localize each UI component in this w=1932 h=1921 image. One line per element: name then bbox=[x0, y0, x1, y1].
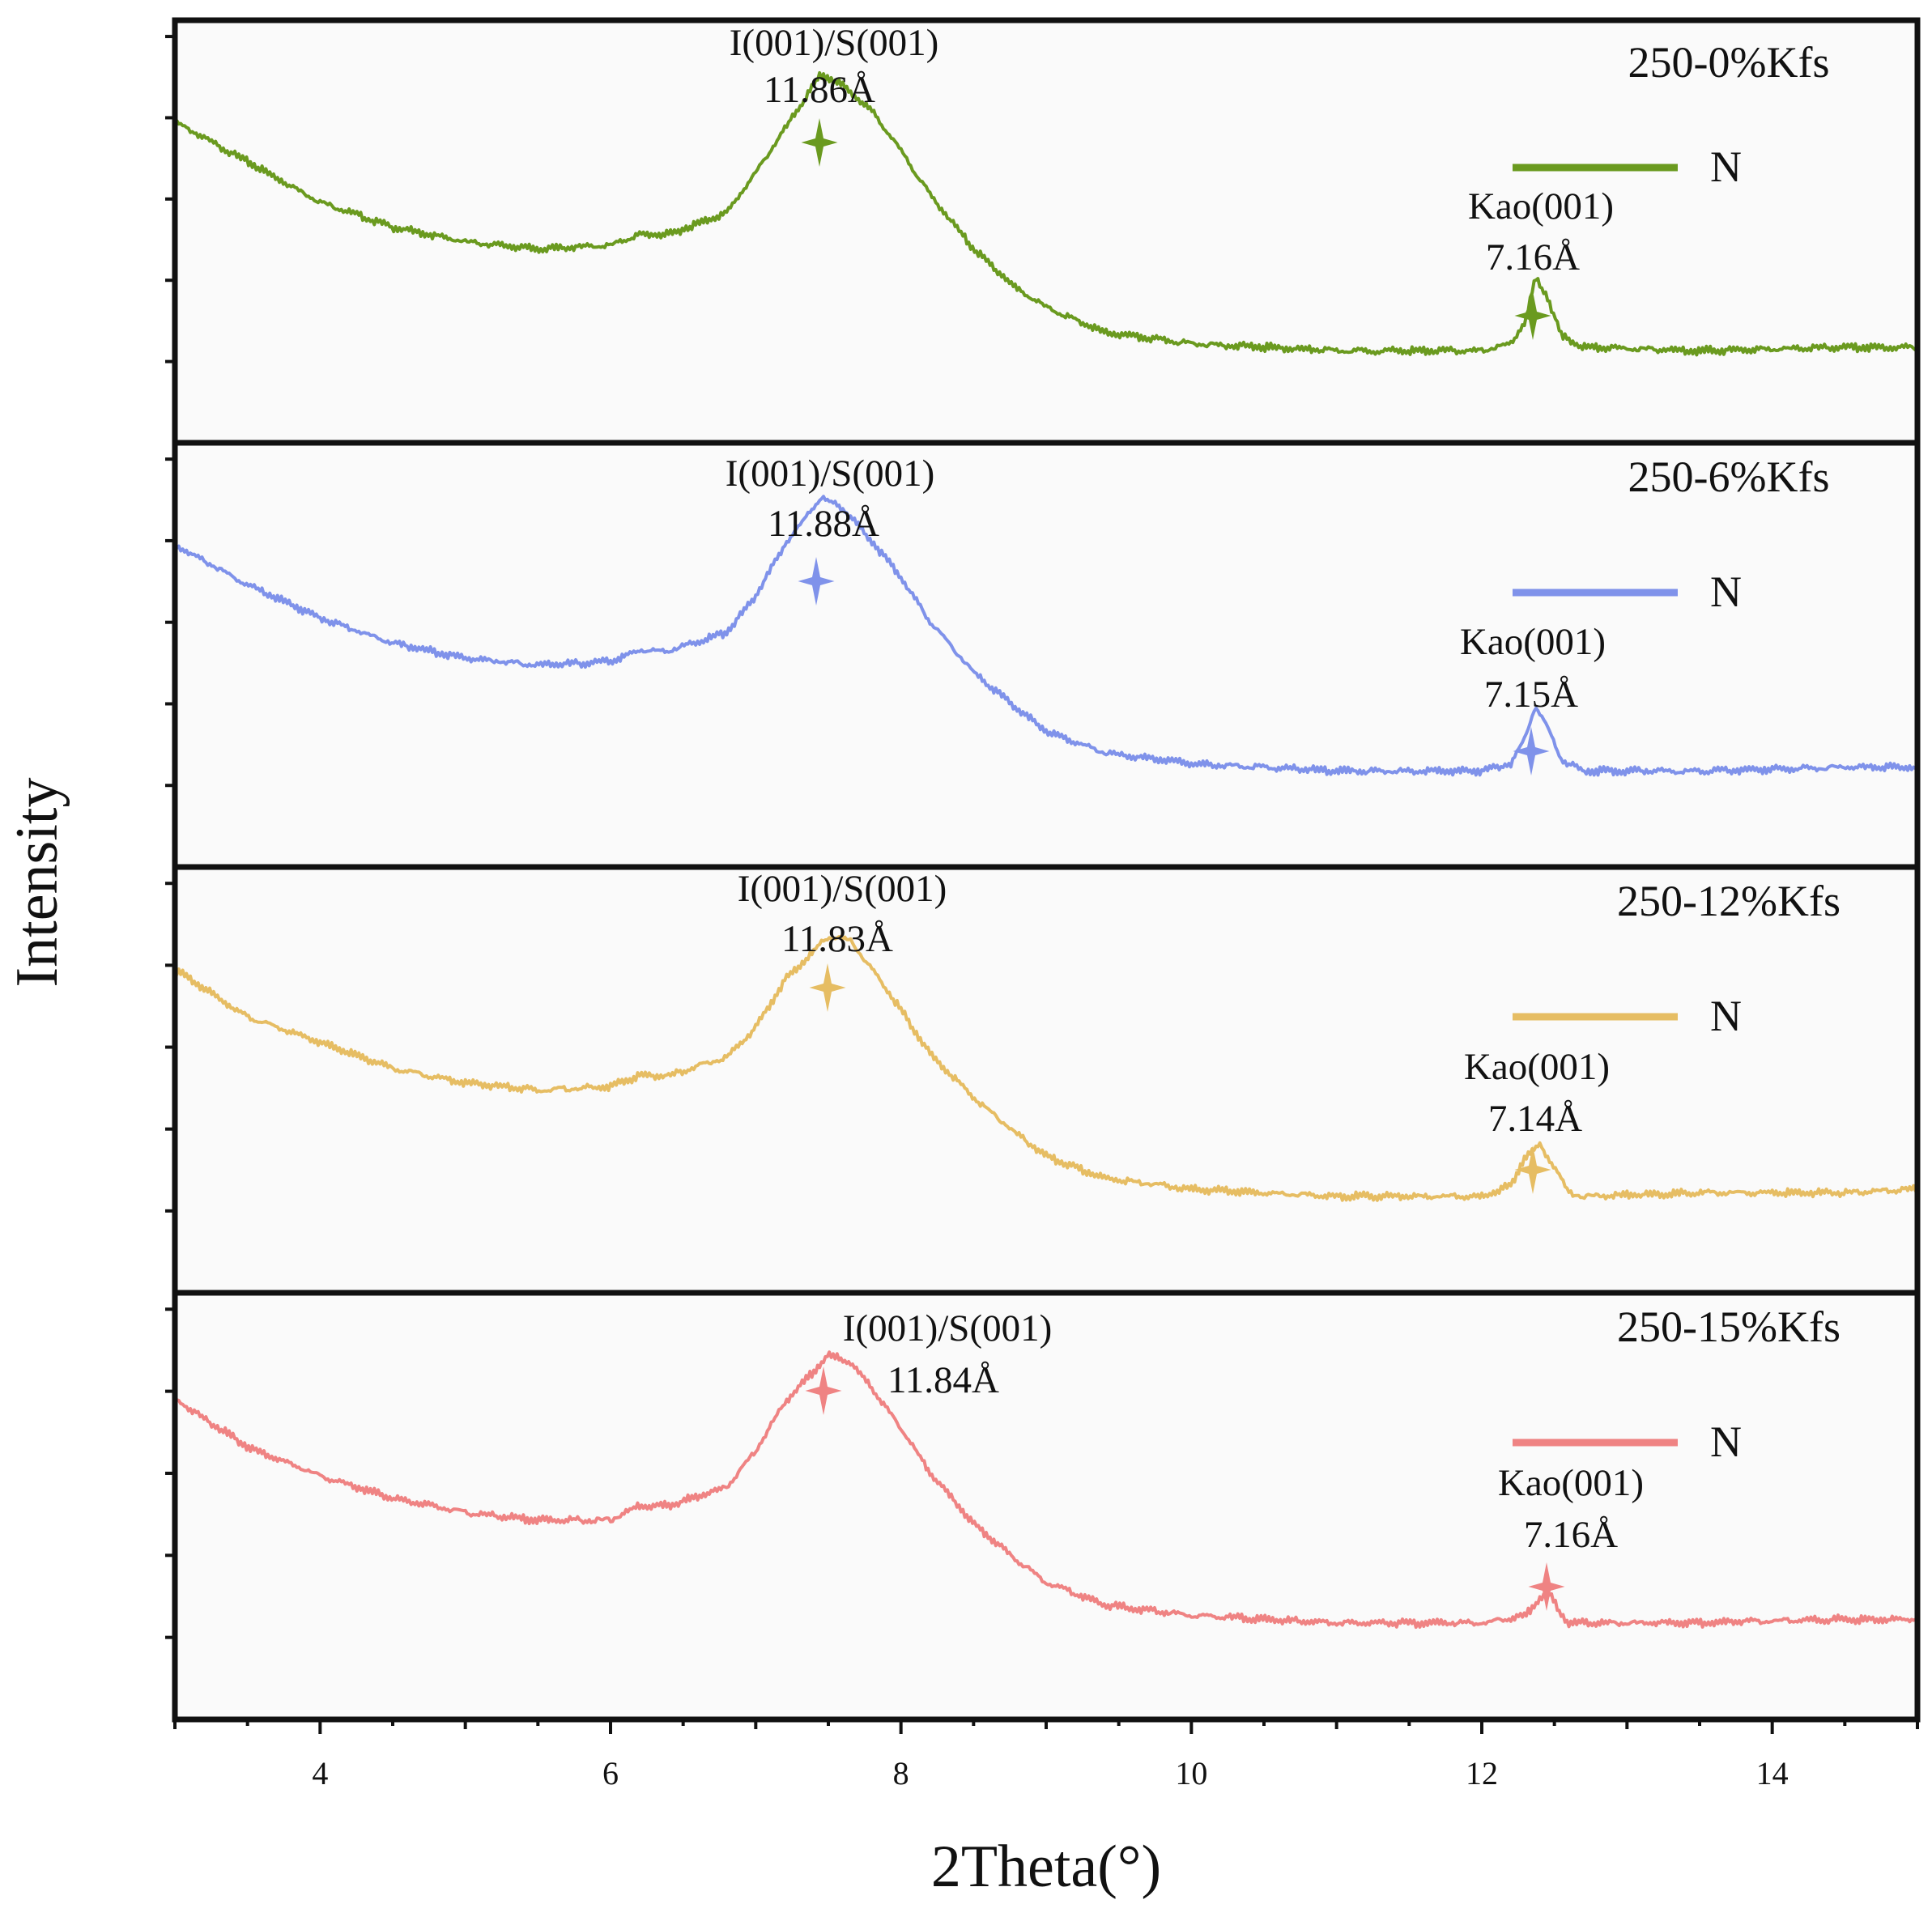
x-tick-label: 14 bbox=[1756, 1755, 1789, 1791]
legend-label: N bbox=[1710, 1417, 1742, 1466]
panel-background bbox=[175, 1293, 1917, 1719]
panel-title: 250-12%Kfs bbox=[1617, 877, 1841, 925]
x-tick-label: 4 bbox=[312, 1755, 328, 1791]
x-tick-label: 12 bbox=[1466, 1755, 1498, 1791]
peak-label: I(001)/S(001) bbox=[738, 868, 947, 910]
peak-star-marker bbox=[1528, 1562, 1565, 1611]
peak-star-marker bbox=[1513, 727, 1550, 776]
peak-d-spacing: 7.16Å bbox=[1524, 1514, 1618, 1556]
panel-4: 250-15%Kfs N I(001)/S(001) 11.84Å Kao(001) 7.… bbox=[165, 1290, 1921, 1723]
panel-title: 250-0%Kfs bbox=[1628, 38, 1830, 87]
series-line bbox=[173, 1350, 1918, 1630]
peak-star-marker bbox=[1514, 291, 1551, 340]
series-line bbox=[174, 70, 1919, 357]
peak-d-spacing: 11.86Å bbox=[764, 69, 875, 111]
peak-label: Kao(001) bbox=[1460, 621, 1606, 663]
peak-label: I(001)/S(001) bbox=[730, 22, 938, 64]
peak-star-marker bbox=[809, 963, 846, 1012]
x-tick-label: 6 bbox=[602, 1755, 619, 1791]
plot-panels: 250-0%Kfs N I(001)/S(001) 11.86Å Kao(001) 7.1… bbox=[165, 17, 1921, 1723]
panel-background bbox=[175, 867, 1917, 1293]
x-tick-label: 10 bbox=[1175, 1755, 1207, 1791]
y-axis-label: Intensity bbox=[4, 778, 70, 988]
peak-star-marker bbox=[801, 118, 838, 167]
peak-label: Kao(001) bbox=[1498, 1462, 1644, 1504]
panel-title: 250-6%Kfs bbox=[1628, 453, 1830, 501]
legend-label: N bbox=[1710, 142, 1742, 191]
peak-star-marker bbox=[798, 557, 835, 606]
series-line bbox=[173, 495, 1919, 777]
legend-label: N bbox=[1710, 992, 1742, 1040]
panel-title: 250-15%Kfs bbox=[1617, 1303, 1841, 1351]
peak-d-spacing: 11.83Å bbox=[781, 918, 893, 960]
series-line bbox=[173, 935, 1919, 1202]
peak-d-spacing: 7.15Å bbox=[1484, 674, 1578, 716]
panel-1: 250-0%Kfs N I(001)/S(001) 11.86Å Kao(001) 7.1… bbox=[165, 17, 1921, 446]
peak-d-spacing: 7.14Å bbox=[1488, 1098, 1582, 1140]
peak-star-marker bbox=[805, 1366, 842, 1415]
panel-3: 250-12%Kfs N I(001)/S(001) 11.83Å Kao(001) 7.… bbox=[165, 864, 1921, 1296]
peak-label: Kao(001) bbox=[1468, 185, 1614, 227]
peak-star-marker bbox=[1514, 1145, 1551, 1194]
x-axis-ticks: 4 6 8 10 12 14 bbox=[173, 1719, 1919, 1791]
peak-d-spacing: 11.84Å bbox=[887, 1359, 999, 1401]
peak-label: I(001)/S(001) bbox=[726, 453, 934, 495]
panel-2: 250-6%Kfs N I(001)/S(001) 11.88Å Kao(001) 7.1… bbox=[165, 440, 1921, 870]
peak-d-spacing: 11.88Å bbox=[768, 503, 879, 545]
x-tick-label: 8 bbox=[893, 1755, 909, 1791]
peak-d-spacing: 7.16Å bbox=[1486, 236, 1580, 278]
x-axis-label: 2Theta(°) bbox=[931, 1834, 1161, 1900]
peak-label: Kao(001) bbox=[1464, 1046, 1610, 1088]
panel-background bbox=[175, 443, 1917, 867]
peak-label: I(001)/S(001) bbox=[843, 1307, 1052, 1349]
legend-label: N bbox=[1710, 567, 1742, 616]
panel-background bbox=[175, 20, 1917, 443]
